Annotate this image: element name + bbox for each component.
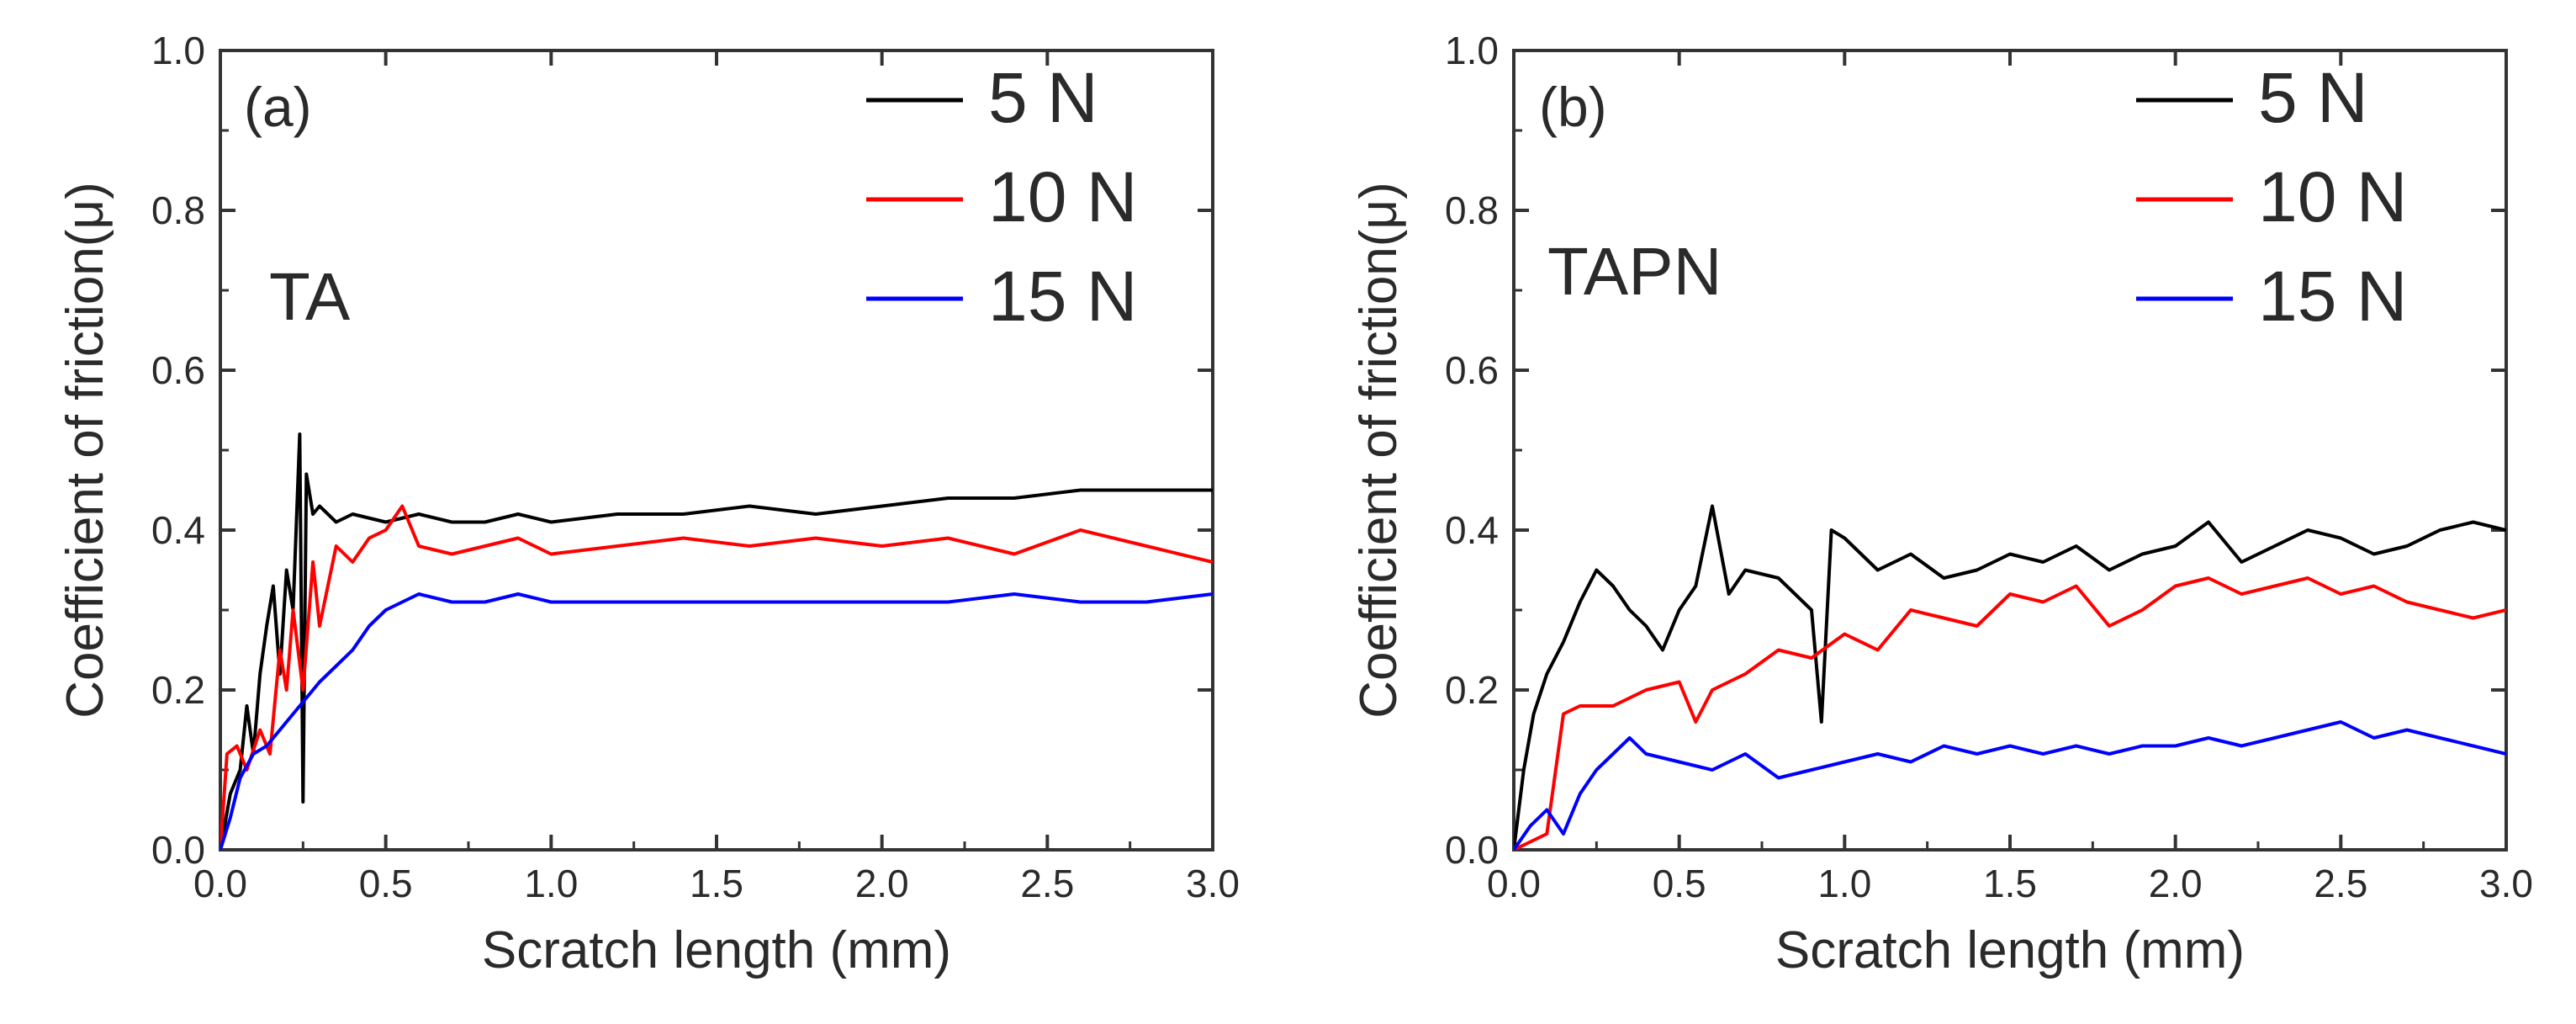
x-tick-label: 0.0 xyxy=(1487,862,1541,905)
x-tick-label: 3.0 xyxy=(1186,862,1240,905)
x-tick-label: 3.0 xyxy=(2479,862,2533,905)
series-line-5n xyxy=(1514,504,2506,850)
panel-label: (b) xyxy=(1539,76,1607,138)
legend-label: 5 N xyxy=(2258,58,2368,137)
series-line-15n xyxy=(220,592,1213,850)
x-tick-label: 1.0 xyxy=(524,862,578,905)
series-line-5n xyxy=(220,432,1213,850)
x-axis-title: Scratch length (mm) xyxy=(1775,921,2245,979)
y-tick-label: 0.0 xyxy=(1445,828,1499,872)
x-tick-label: 1.5 xyxy=(690,862,743,905)
x-tick-label: 1.0 xyxy=(1817,862,1871,905)
y-axis-title: Coefficient of friction(μ) xyxy=(56,182,114,719)
x-tick-label: 2.5 xyxy=(1020,862,1074,905)
x-tick-label: 0.5 xyxy=(359,862,413,905)
series-line-10n xyxy=(220,504,1213,850)
y-tick-label: 0.0 xyxy=(151,828,205,872)
y-tick-label: 0.2 xyxy=(1445,668,1499,712)
material-label: TAPN xyxy=(1547,234,1722,309)
series-line-15n xyxy=(1514,720,2506,850)
legend-label: 10 N xyxy=(988,157,1137,236)
series-line-10n xyxy=(1514,576,2506,850)
x-tick-label: 2.0 xyxy=(855,862,909,905)
chart-panel-b: 0.0 0.5 1.0 1.5 2.0 2.5 3.0 0.0 0.2 0.4 0.6 0.8 1.0 S… xyxy=(1350,29,2533,979)
y-tick-label: 0.2 xyxy=(151,668,205,712)
x-tick-label: 0.0 xyxy=(193,862,247,905)
legend-label: 5 N xyxy=(988,58,1098,137)
y-tick-label: 0.8 xyxy=(1445,188,1499,232)
legend-label: 15 N xyxy=(2258,257,2407,336)
y-tick-label: 0.6 xyxy=(1445,348,1499,392)
chart-panel-a: 0.0 0.5 1.0 1.5 2.0 2.5 3.0 0.0 0.2 0.4 0.6 0.8 1.0 S… xyxy=(56,29,1240,979)
y-tick-label: 0.4 xyxy=(1445,508,1499,552)
x-tick-label: 2.5 xyxy=(2314,862,2367,905)
x-tick-label: 0.5 xyxy=(1653,862,1706,905)
panel-label: (a) xyxy=(244,76,312,138)
y-tick-label: 1.0 xyxy=(1445,29,1499,72)
x-tick-label: 2.0 xyxy=(2149,862,2203,905)
y-tick-label: 0.4 xyxy=(151,508,205,552)
legend-label: 15 N xyxy=(988,257,1137,336)
y-axis-title: Coefficient of friction(μ) xyxy=(1350,182,1408,719)
y-tick-label: 0.8 xyxy=(151,188,205,232)
y-tick-label: 0.6 xyxy=(151,348,205,392)
x-axis-title: Scratch length (mm) xyxy=(482,921,951,979)
y-tick-label: 1.0 xyxy=(151,29,205,72)
legend-label: 10 N xyxy=(2258,157,2407,236)
material-label: TA xyxy=(269,259,351,334)
x-tick-label: 1.5 xyxy=(1983,862,2037,905)
